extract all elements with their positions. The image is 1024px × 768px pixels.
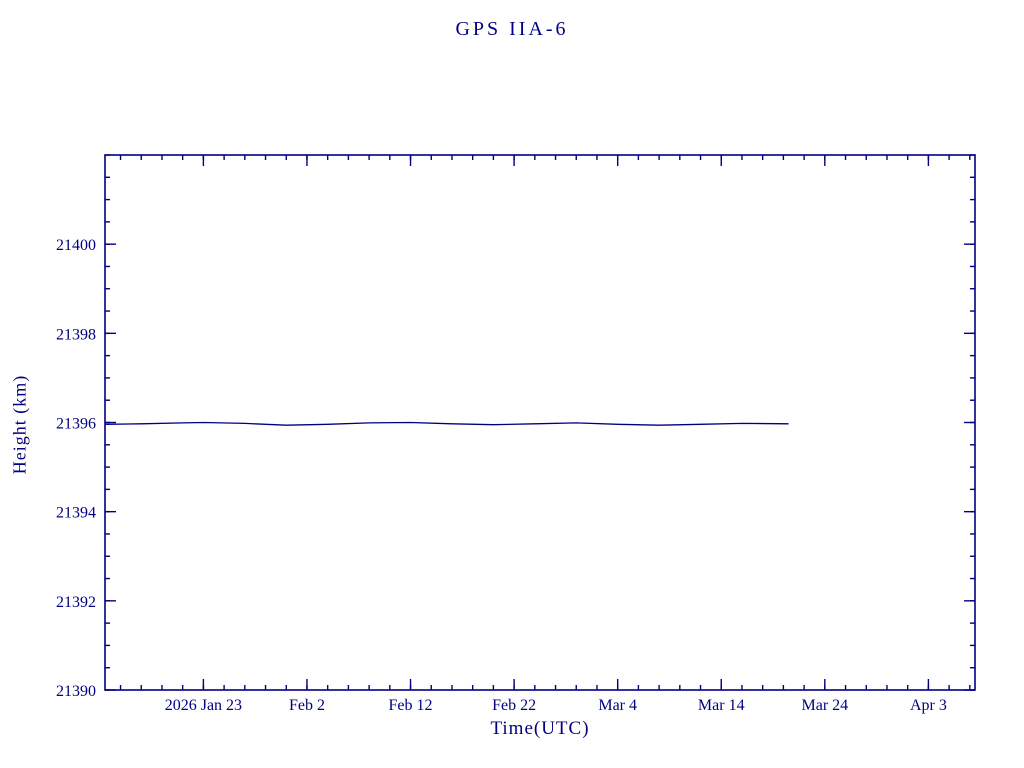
x-tick-label: Apr 3: [910, 697, 947, 714]
y-tick-label: 21392: [56, 594, 96, 611]
x-tick-label: Feb 12: [389, 697, 433, 714]
y-axis-label: Height (km): [9, 374, 30, 475]
x-tick-label: Feb 22: [492, 697, 536, 714]
x-tick-label: Feb 2: [289, 697, 325, 714]
y-tick-label: 21400: [56, 237, 96, 254]
y-tick-label: 21396: [56, 416, 96, 433]
y-tick-label: 21394: [56, 505, 96, 522]
height-series-line: [104, 421, 789, 426]
x-tick-label: Mar 14: [698, 697, 745, 714]
chart-title: GPS IIA-6: [455, 18, 569, 40]
x-axis-label: Time(UTC): [490, 718, 590, 739]
y-tick-label: 21390: [56, 683, 96, 700]
x-tick-label: Mar 24: [801, 697, 848, 714]
x-tick-label: 2026 Jan 23: [165, 697, 242, 714]
y-tick-label: 21398: [56, 326, 96, 343]
x-tick-label: Mar 4: [598, 697, 637, 714]
plot-frame: [104, 154, 976, 691]
